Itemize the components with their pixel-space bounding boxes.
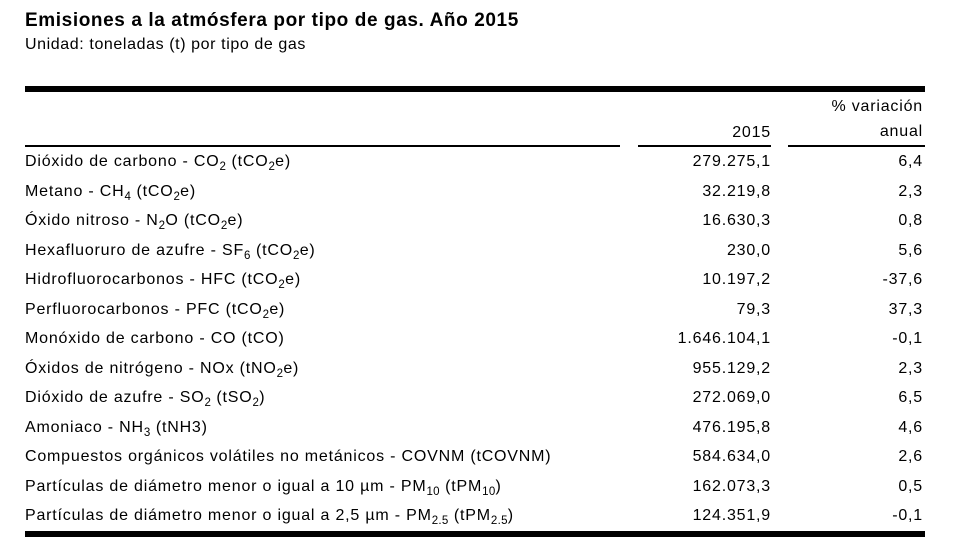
value-2015: 10.197,2 (702, 271, 771, 288)
table-row: Amoniaco - NH3 (tNH3) 476.195,8 4,6 (25, 413, 925, 443)
emissions-table: 2015 % variación anual Dióxido de carbon… (25, 86, 925, 537)
variation-annual: 2,3 (898, 359, 923, 377)
variation-annual: 2,6 (898, 448, 923, 465)
value-2015: 476.195,8 (692, 418, 771, 436)
table-row: Hidrofluorocarbonos - HFC (tCO2e) 10.197… (25, 265, 925, 295)
gas-label: Amoniaco - NH3 (tNH3) (25, 418, 208, 439)
variation-annual: -37,6 (882, 271, 923, 288)
gas-label: Óxidos de nitrógeno - NOx (tNO2e) (25, 359, 300, 380)
gas-label: Hidrofluorocarbonos - HFC (tCO2e) (25, 271, 301, 292)
value-2015: 162.073,3 (692, 477, 771, 495)
table-row: Perfluorocarbonos - PFC (tCO2e) 79,3 37,… (25, 295, 925, 325)
table-body: Dióxido de carbono - CO2 (tCO2e) 279.275… (25, 147, 925, 531)
table-row: Dióxido de carbono - CO2 (tCO2e) 279.275… (25, 147, 925, 177)
table-row: Metano - CH4 (tCO2e) 32.219,8 2,3 (25, 177, 925, 207)
table-row: Óxido nitroso - N2O (tCO2e) 16.630,3 0,8 (25, 206, 925, 236)
gas-label: Metano - CH4 (tCO2e) (25, 182, 196, 203)
value-2015: 79,3 (736, 300, 771, 318)
page-title: Emisiones a la atmósfera por tipo de gas… (25, 10, 519, 31)
gas-label: Dióxido de carbono - CO2 (tCO2e) (25, 153, 291, 174)
year-column-header: 2015 (638, 119, 771, 147)
variation-annual: 0,8 (898, 212, 923, 229)
gas-label: Óxido nitroso - N2O (tCO2e) (25, 212, 244, 233)
page-subtitle: Unidad: toneladas (t) por tipo de gas (25, 36, 307, 53)
gas-label: Dióxido de azufre - SO2 (tSO2) (25, 389, 266, 410)
gas-label: Partículas de diámetro menor o igual a 2… (25, 507, 514, 528)
variation-annual: 2,3 (898, 182, 923, 200)
value-2015: 272.069,0 (692, 389, 771, 406)
value-2015: 32.219,8 (702, 182, 771, 200)
value-2015: 16.630,3 (702, 212, 771, 229)
variation-annual: -0,1 (892, 507, 923, 524)
table-row: Partículas de diámetro menor o igual a 2… (25, 501, 925, 531)
gas-label: Compuestos orgánicos volátiles no metáni… (25, 448, 552, 465)
variation-annual: 4,6 (898, 418, 923, 436)
variation-column-header-line1: % variación (831, 98, 923, 115)
variation-column-header-line2: anual (788, 119, 925, 147)
gas-column-header (25, 92, 620, 147)
gas-label: Partículas de diámetro menor o igual a 1… (25, 477, 502, 498)
table-row: Monóxido de carbono - CO (tCO) 1.646.104… (25, 324, 925, 354)
value-2015: 124.351,9 (692, 507, 771, 524)
value-2015: 1.646.104,1 (677, 330, 771, 347)
value-2015: 955.129,2 (692, 359, 771, 377)
variation-annual: 37,3 (888, 300, 923, 318)
variation-annual: -0,1 (892, 330, 923, 347)
value-2015: 279.275,1 (692, 153, 771, 170)
variation-annual: 6,5 (898, 389, 923, 406)
table-row: Partículas de diámetro menor o igual a 1… (25, 472, 925, 502)
table-header: 2015 % variación anual (25, 92, 925, 147)
value-2015: 230,0 (726, 241, 771, 259)
table-row: Óxidos de nitrógeno - NOx (tNO2e) 955.12… (25, 354, 925, 384)
gas-label: Perfluorocarbonos - PFC (tCO2e) (25, 300, 286, 321)
table-row: Hexafluoruro de azufre - SF6 (tCO2e) 230… (25, 236, 925, 266)
gas-label: Monóxido de carbono - CO (tCO) (25, 330, 285, 347)
gas-label: Hexafluoruro de azufre - SF6 (tCO2e) (25, 241, 316, 262)
value-2015: 584.634,0 (692, 448, 771, 465)
variation-annual: 6,4 (898, 153, 923, 170)
variation-annual: 5,6 (898, 241, 923, 259)
table-row: Compuestos orgánicos volátiles no metáni… (25, 442, 925, 472)
variation-annual: 0,5 (898, 477, 923, 495)
emissions-report: Emisiones a la atmósfera por tipo de gas… (25, 10, 925, 537)
table-row: Dióxido de azufre - SO2 (tSO2) 272.069,0… (25, 383, 925, 413)
